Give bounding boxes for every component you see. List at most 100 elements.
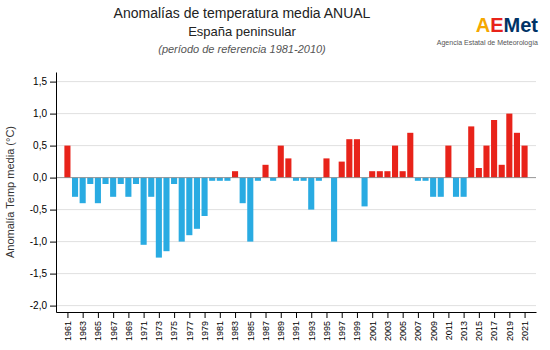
bar [415,178,421,181]
bar [102,178,108,184]
y-tick: -1,5 [30,268,56,279]
y-tick-label: -0,5 [30,204,48,215]
x-tick-label: 1973 [154,321,164,341]
grid-line [56,177,536,178]
bar [255,178,261,181]
x-tick: 2013 [459,312,469,341]
grid [56,82,536,306]
logo-subtitle: Agencia Estatal de Meteorología [437,39,538,47]
bar [316,178,322,181]
bar [430,178,436,197]
y-tick-label: -2,0 [30,300,48,311]
x-tick-label: 2015 [474,321,484,341]
bar [453,178,459,197]
bar [491,120,497,178]
x-tick: 2015 [474,312,484,341]
logo-letter: A [476,14,490,36]
x-tick-mark [266,312,267,318]
logo-letter: M [504,14,521,36]
bar [163,178,169,252]
y-tick: -1,0 [30,236,56,247]
y-tick: 1,5 [33,76,56,87]
x-tick: 2019 [505,312,515,341]
x-tick-mark [235,312,236,318]
x-tick-mark [128,312,129,318]
x-tick: 1981 [215,312,225,341]
bar [148,178,154,197]
bar [72,178,78,197]
y-tick-mark [50,114,56,115]
subtitle: España peninsular [188,24,296,39]
x-tick-label: 2007 [413,321,423,341]
x-tick-mark [296,312,297,318]
bar [285,158,291,177]
x-tick: 1961 [63,312,73,341]
bars [64,114,527,258]
x-tick: 1967 [109,312,119,341]
x-tick: 1995 [322,312,332,341]
bar [346,139,352,177]
bar [202,178,208,216]
x-tick: 1977 [185,312,195,341]
y-axis-line [56,73,57,313]
y-tick-label: 0,0 [33,172,47,183]
x-tick-mark [98,312,99,318]
x-tick: 1985 [246,312,256,341]
bar [461,178,467,197]
x-tick: 2001 [368,312,378,341]
x-tick-mark [372,312,373,318]
x-tick: 1969 [124,312,134,341]
chart-container: Anomalías de temperatura media ANUAL Espa… [0,0,550,350]
title: Anomalías de temperatura media ANUAL [114,5,371,21]
x-tick-mark [494,312,495,318]
logo-letter: t [531,14,538,36]
y-tick-mark [50,274,56,275]
x-tick-label: 2009 [429,321,439,341]
x-tick-mark [448,312,449,318]
bar [186,178,192,236]
x-tick-label: 1963 [78,321,88,341]
bar [194,178,200,229]
bar [499,165,505,178]
logo-letter: E [490,14,503,36]
chart-svg: Anomalías de temperatura media ANUAL Espa… [0,0,550,350]
x-tick: 1999 [352,312,362,341]
x-tick-mark [144,312,145,318]
bar [217,178,223,181]
x-axis: 1961196319651967196919711973197519771979… [57,312,537,341]
bar [476,168,482,178]
bar [392,146,398,178]
y-tick-label: 1,5 [33,76,47,87]
x-tick-label: 1971 [139,321,149,341]
x-tick: 1983 [230,312,240,341]
bar [331,178,337,242]
x-tick: 1965 [93,312,103,341]
x-tick: 1975 [169,312,179,341]
grid-line [56,241,536,242]
bar [400,171,406,177]
bar [323,158,329,177]
bar [224,178,230,181]
x-tick: 1991 [291,312,301,341]
bar [209,178,215,181]
bar [422,178,428,181]
bar [308,178,314,210]
bar [125,178,131,197]
y-tick-mark [50,242,56,243]
x-tick: 2017 [489,312,499,341]
x-tick-label: 1985 [246,321,256,341]
y-tick-label: -1,5 [30,268,48,279]
x-tick-label: 1975 [169,321,179,341]
x-tick-label: 2005 [398,321,408,341]
bar [133,178,139,184]
bar [87,178,93,184]
x-tick-mark [311,312,312,318]
y-tick-mark [50,146,56,147]
bar [468,126,474,177]
x-tick-mark [387,312,388,318]
x-tick-mark [418,312,419,318]
y-tick: -0,5 [30,204,56,215]
x-tick: 2021 [520,312,530,341]
x-tick: 2005 [398,312,408,341]
x-tick-label: 1987 [261,321,271,341]
